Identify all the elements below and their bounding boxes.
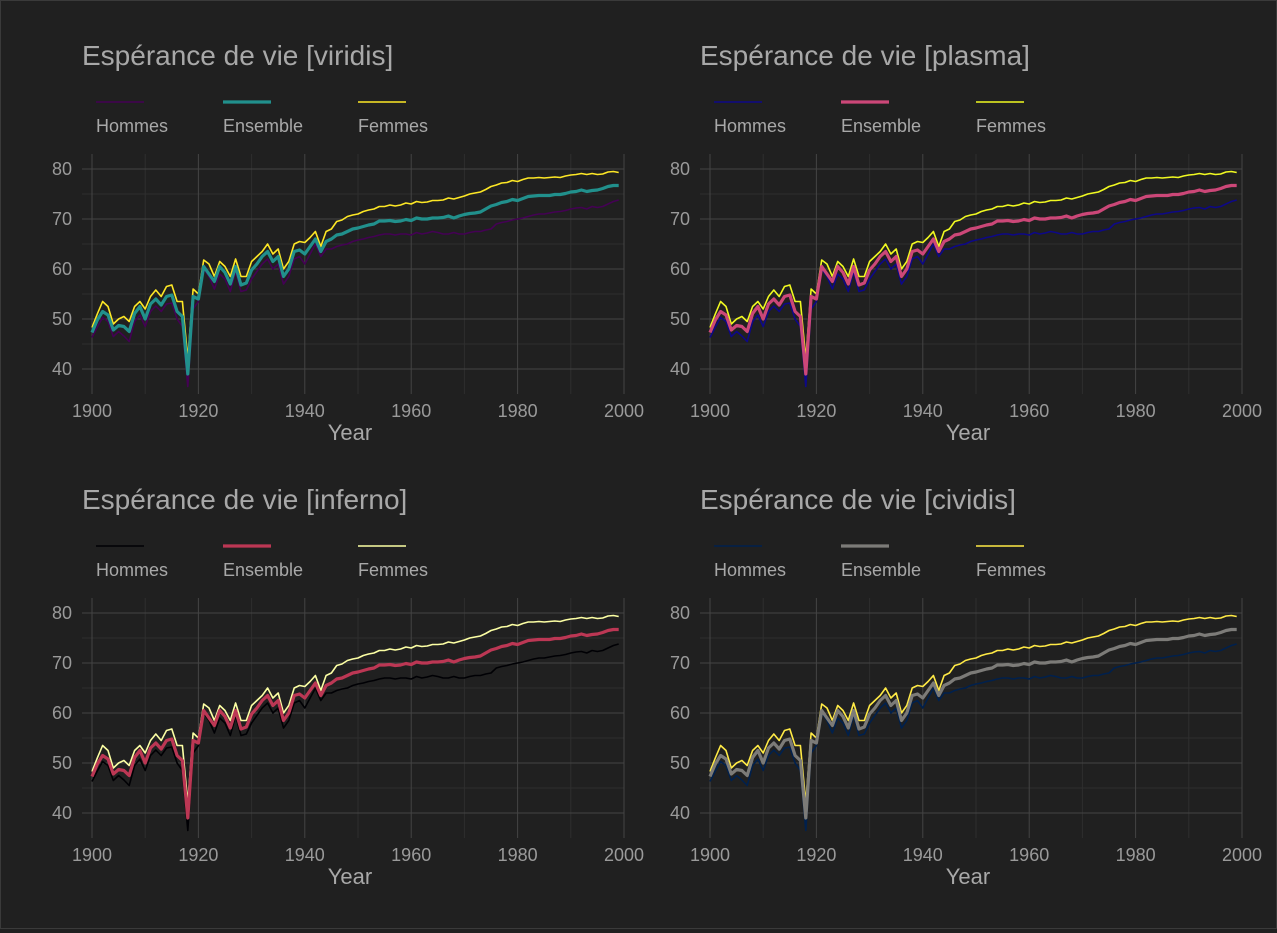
- x-tick-label: 1960: [1009, 845, 1049, 865]
- series-line-ensemble: [90, 183, 619, 376]
- x-tick-label: 1900: [690, 845, 730, 865]
- x-tick-label: 1980: [498, 401, 538, 421]
- y-tick-label: 50: [670, 309, 690, 329]
- x-tick-label: 1940: [285, 845, 325, 865]
- legend-label: Femmes: [358, 116, 428, 136]
- x-tick-label: 1980: [498, 845, 538, 865]
- x-tick-label: 1960: [391, 401, 431, 421]
- x-axis-title: Year: [946, 864, 990, 889]
- legend-label: Femmes: [976, 116, 1046, 136]
- y-tick-label: 60: [670, 259, 690, 279]
- y-tick-label: 40: [52, 803, 72, 823]
- x-tick-label: 1980: [1116, 845, 1156, 865]
- x-tick-label: 1940: [285, 401, 325, 421]
- series-line-hommes: [91, 643, 619, 832]
- x-axis-title: Year: [328, 420, 372, 445]
- x-axis-title: Year: [328, 864, 372, 889]
- y-tick-label: 50: [670, 753, 690, 773]
- x-tick-label: 1920: [178, 845, 218, 865]
- x-tick-label: 2000: [1222, 845, 1262, 865]
- legend-label: Femmes: [976, 560, 1046, 580]
- y-tick-label: 70: [52, 653, 72, 673]
- series-line-femmes: [91, 170, 619, 360]
- chart-title: Espérance de vie [plasma]: [700, 40, 1030, 71]
- series-line-hommes: [91, 199, 619, 388]
- series-line-hommes: [709, 643, 1237, 832]
- chart-title: Espérance de vie [inferno]: [82, 484, 407, 515]
- y-tick-label: 40: [52, 359, 72, 379]
- x-tick-label: 1940: [903, 401, 943, 421]
- x-tick-label: 1900: [72, 845, 112, 865]
- x-tick-label: 1920: [796, 401, 836, 421]
- series-line-ensemble: [708, 627, 1237, 820]
- chart-panel: Espérance de vie [inferno] Hommes Ensemble…: [52, 484, 644, 889]
- y-tick-label: 60: [52, 703, 72, 723]
- x-tick-label: 1920: [796, 845, 836, 865]
- legend-label: Ensemble: [223, 116, 303, 136]
- chart-panel: Espérance de vie [cividis] Hommes Ensemble…: [670, 484, 1262, 889]
- series-line-hommes: [709, 199, 1237, 388]
- series-line-femmes: [91, 614, 619, 804]
- y-tick-label: 40: [670, 803, 690, 823]
- legend-label: Hommes: [714, 560, 786, 580]
- legend-label: Ensemble: [841, 116, 921, 136]
- y-tick-label: 60: [52, 259, 72, 279]
- chart-panel: Espérance de vie [viridis] Hommes Ensemble…: [52, 40, 644, 445]
- x-tick-label: 2000: [1222, 401, 1262, 421]
- series-line-ensemble: [90, 627, 619, 820]
- x-tick-label: 1900: [690, 401, 730, 421]
- chart-panel: Espérance de vie [plasma] Hommes Ensemble F…: [670, 40, 1262, 445]
- series-line-femmes: [709, 170, 1237, 360]
- legend-label: Ensemble: [841, 560, 921, 580]
- y-tick-label: 50: [52, 753, 72, 773]
- x-tick-label: 1900: [72, 401, 112, 421]
- y-tick-label: 60: [670, 703, 690, 723]
- x-tick-label: 2000: [604, 845, 644, 865]
- y-tick-label: 80: [670, 159, 690, 179]
- chart-title: Espérance de vie [viridis]: [82, 40, 393, 71]
- legend-label: Hommes: [714, 116, 786, 136]
- chart-title: Espérance de vie [cividis]: [700, 484, 1016, 515]
- y-tick-label: 70: [670, 209, 690, 229]
- x-tick-label: 1920: [178, 401, 218, 421]
- y-tick-label: 80: [52, 159, 72, 179]
- series-line-femmes: [709, 614, 1237, 804]
- y-tick-label: 40: [670, 359, 690, 379]
- y-tick-label: 80: [670, 603, 690, 623]
- x-tick-label: 1940: [903, 845, 943, 865]
- x-tick-label: 2000: [604, 401, 644, 421]
- legend-label: Femmes: [358, 560, 428, 580]
- y-tick-label: 80: [52, 603, 72, 623]
- x-axis-title: Year: [946, 420, 990, 445]
- y-tick-label: 70: [670, 653, 690, 673]
- x-tick-label: 1960: [391, 845, 431, 865]
- legend-label: Hommes: [96, 116, 168, 136]
- legend-label: Hommes: [96, 560, 168, 580]
- series-line-ensemble: [708, 183, 1237, 376]
- legend-label: Ensemble: [223, 560, 303, 580]
- y-tick-label: 50: [52, 309, 72, 329]
- x-tick-label: 1980: [1116, 401, 1156, 421]
- x-tick-label: 1960: [1009, 401, 1049, 421]
- y-tick-label: 70: [52, 209, 72, 229]
